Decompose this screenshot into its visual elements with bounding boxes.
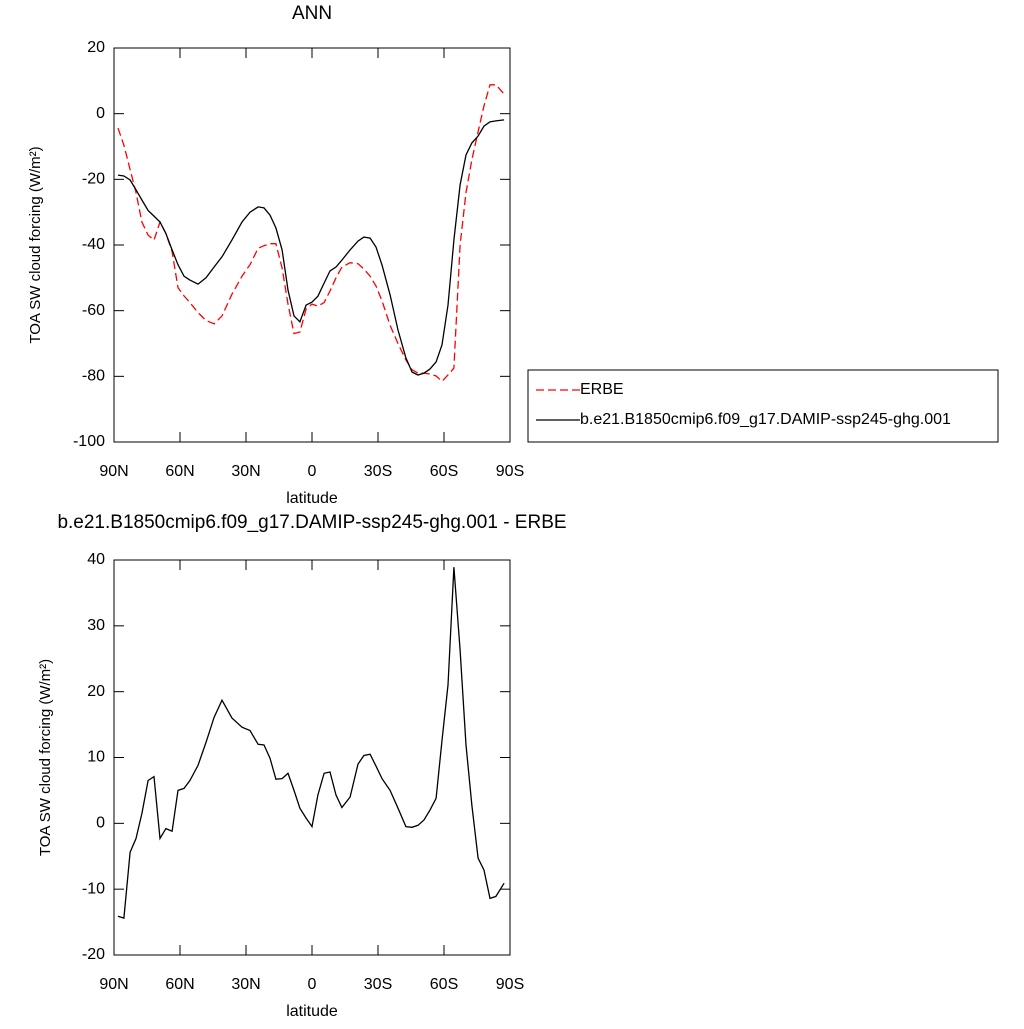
x-tick-label: 90N xyxy=(99,463,128,480)
x-tick-label: 0 xyxy=(308,463,317,480)
x-tick-label: 60S xyxy=(430,976,458,993)
chart-title: b.e21.B1850cmip6.f09_g17.DAMIP-ssp245-gh… xyxy=(57,512,566,533)
y-tick-label: -40 xyxy=(82,236,105,253)
x-tick-label: 30S xyxy=(364,976,392,993)
y-tick-label: -80 xyxy=(82,368,105,385)
plot-frame xyxy=(113,559,511,956)
legend-label: b.e21.B1850cmip6.f09_g17.DAMIP-ssp245-gh… xyxy=(580,411,951,428)
y-tick-label: 20 xyxy=(87,39,105,56)
y-tick-label: 30 xyxy=(87,617,105,634)
y-axis-label: TOA SW cloud forcing (W/m²) xyxy=(27,146,44,343)
plot-frame xyxy=(113,47,511,443)
series-line xyxy=(117,119,505,376)
x-tick-label: 0 xyxy=(308,976,317,993)
y-tick-label: 40 xyxy=(87,551,105,568)
x-axis-label: latitude xyxy=(286,1003,338,1020)
x-tick-label: 30N xyxy=(231,463,260,480)
x-tick-label: 90S xyxy=(496,976,524,993)
y-tick-label: -10 xyxy=(82,880,105,897)
y-tick-label: -100 xyxy=(73,433,105,450)
x-tick-label: 30S xyxy=(364,463,392,480)
x-tick-label: 60N xyxy=(165,463,194,480)
y-tick-label: -20 xyxy=(82,946,105,963)
legend-label: ERBE xyxy=(580,381,624,398)
y-tick-label: 0 xyxy=(96,105,105,122)
x-tick-label: 30N xyxy=(231,976,260,993)
chart-title: ANN xyxy=(292,3,332,24)
x-tick-label: 60S xyxy=(430,463,458,480)
y-tick-label: 20 xyxy=(87,683,105,700)
y-tick-label: 0 xyxy=(96,815,105,832)
y-axis-label: TOA SW cloud forcing (W/m²) xyxy=(37,659,54,856)
x-tick-label: 90S xyxy=(496,463,524,480)
x-tick-label: 60N xyxy=(165,976,194,993)
legend-box xyxy=(527,369,999,443)
x-axis-label: latitude xyxy=(286,490,338,507)
y-tick-label: -60 xyxy=(82,302,105,319)
y-tick-label: 10 xyxy=(87,749,105,766)
y-tick-label: -20 xyxy=(82,171,105,188)
x-tick-label: 90N xyxy=(99,976,128,993)
series-line xyxy=(117,84,505,383)
series-line xyxy=(117,567,505,919)
